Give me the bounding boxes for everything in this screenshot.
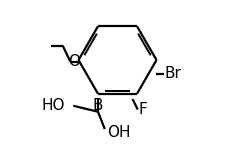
Text: B: B <box>93 98 103 113</box>
Text: Br: Br <box>164 66 181 81</box>
Text: OH: OH <box>107 125 131 140</box>
Text: O: O <box>68 54 80 69</box>
Text: HO: HO <box>41 98 65 113</box>
Text: F: F <box>138 102 147 117</box>
